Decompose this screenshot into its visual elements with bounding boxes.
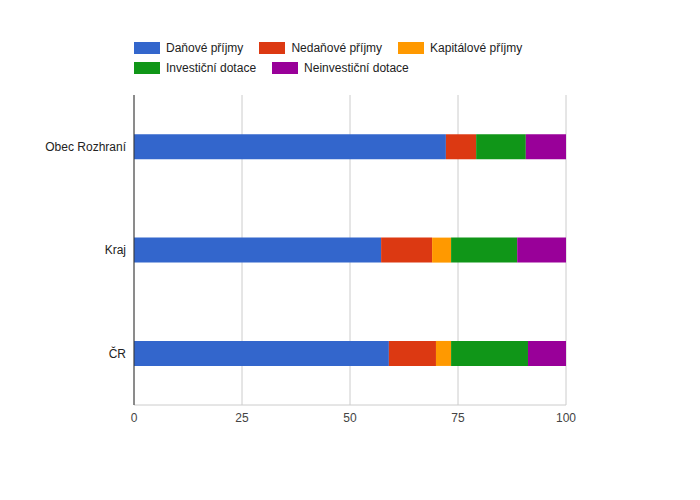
svg-text:100: 100 bbox=[556, 411, 576, 425]
svg-text:Obec Rozhraní: Obec Rozhraní bbox=[45, 140, 126, 154]
svg-text:Kraj: Kraj bbox=[105, 243, 126, 257]
svg-text:0: 0 bbox=[131, 411, 138, 425]
svg-text:ČR: ČR bbox=[109, 346, 127, 361]
html-text:Kapitálové příjmy: Kapitálové příjmy bbox=[430, 41, 523, 55]
html-text:Daňové příjmy: Daňové příjmy bbox=[166, 41, 244, 55]
svg-text:75: 75 bbox=[451, 411, 465, 425]
html-text:Neinvestiční dotace: Neinvestiční dotace bbox=[304, 61, 409, 75]
svg-text:25: 25 bbox=[235, 411, 249, 425]
svg-text:50: 50 bbox=[343, 411, 357, 425]
html-text:Nedaňové příjmy: Nedaňové příjmy bbox=[291, 41, 383, 55]
html-text:Investiční dotace: Investiční dotace bbox=[166, 61, 257, 75]
